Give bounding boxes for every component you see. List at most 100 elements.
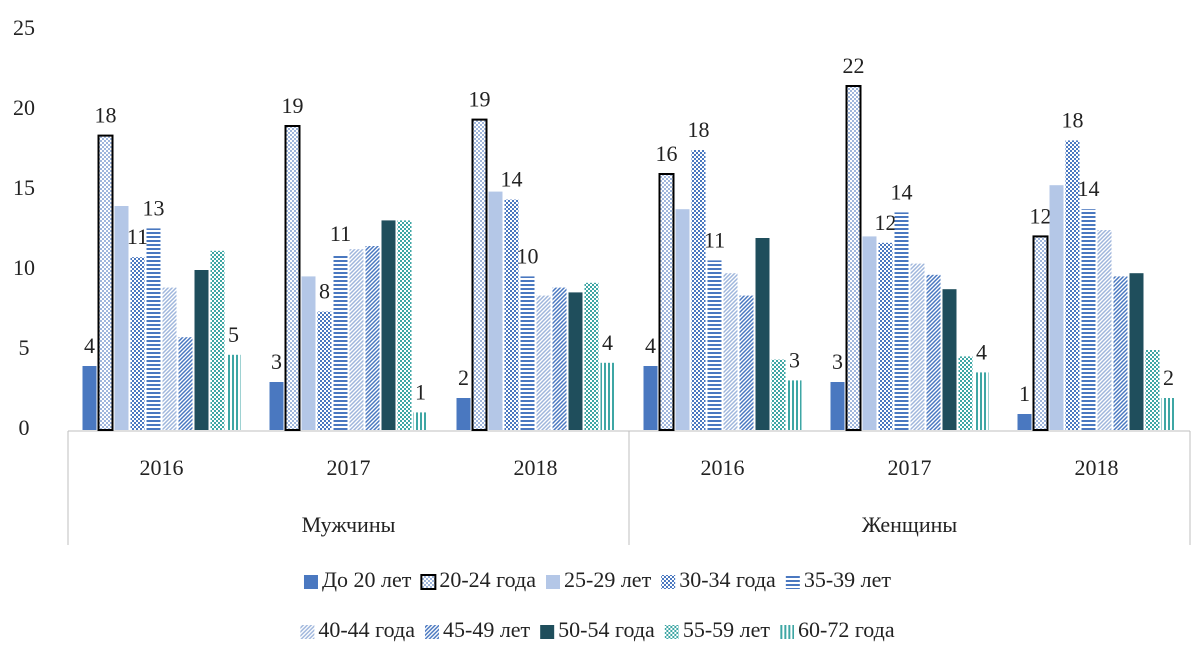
legend-label: 35-39 лет — [804, 567, 892, 592]
legend-label: 60-72 года — [798, 617, 895, 642]
data-label: 12 — [875, 210, 897, 235]
data-label: 14 — [891, 179, 913, 204]
y-tick-label: 20 — [13, 95, 35, 120]
bar — [1129, 273, 1144, 430]
data-label: 12 — [1030, 203, 1052, 228]
data-label: 22 — [843, 53, 865, 78]
y-tick-label: 0 — [19, 415, 30, 440]
data-label: 4 — [645, 333, 656, 358]
legend-label: 25-29 лет — [564, 567, 652, 592]
bar — [82, 366, 97, 430]
bar — [130, 257, 145, 430]
bar — [504, 199, 519, 430]
data-label: 5 — [228, 322, 239, 347]
x-tick-label: 2016 — [140, 455, 184, 480]
bar — [520, 276, 535, 430]
data-label: 2 — [1163, 365, 1174, 390]
legend-label: 30-34 года — [679, 567, 776, 592]
data-label: 14 — [501, 167, 523, 192]
data-label: 18 — [688, 117, 710, 142]
legend-label: 40-44 года — [318, 617, 415, 642]
bar — [755, 238, 770, 430]
bar — [691, 150, 706, 430]
bar — [1097, 230, 1112, 430]
data-label: 4 — [602, 330, 613, 355]
data-label: 3 — [832, 349, 843, 374]
legend-label: До 20 лет — [322, 567, 412, 592]
data-label: 19 — [282, 93, 304, 118]
data-label: 4 — [84, 333, 95, 358]
legend-row: До 20 лет 20-24 года 25-29 лет 30-34 года 35… — [303, 567, 892, 592]
data-label: 18 — [1062, 107, 1084, 132]
bar — [488, 191, 503, 430]
bar — [845, 85, 862, 431]
bar — [830, 382, 845, 430]
data-label: 16 — [656, 141, 678, 166]
y-tick-label: 15 — [13, 175, 35, 200]
bar — [658, 173, 675, 431]
legend-label: 45-49 лет — [443, 617, 531, 642]
data-label: 1 — [1019, 381, 1030, 406]
bar — [739, 295, 754, 430]
legend-swatch — [661, 575, 676, 589]
bar — [97, 134, 114, 431]
bar — [1113, 276, 1128, 430]
y-tick-label: 5 — [19, 335, 30, 360]
bar — [471, 118, 488, 431]
data-label: 14 — [1078, 176, 1100, 201]
bar — [301, 276, 316, 430]
x-tick-label: 2018 — [1075, 455, 1119, 480]
group-label: Мужчины — [302, 512, 396, 537]
bar — [349, 249, 364, 430]
bar — [723, 273, 738, 430]
bar — [162, 287, 177, 430]
bar — [942, 289, 957, 430]
data-label: 11 — [330, 221, 351, 246]
bar — [910, 263, 925, 430]
bar — [226, 354, 241, 430]
bar — [974, 372, 989, 430]
bar — [114, 206, 129, 430]
bar — [1081, 209, 1096, 430]
bar — [894, 212, 909, 430]
bar — [456, 398, 471, 430]
bar — [568, 292, 583, 430]
y-tick-label: 10 — [13, 255, 35, 280]
bar — [536, 295, 551, 430]
bar — [675, 209, 690, 430]
bar — [1032, 235, 1049, 431]
data-label: 8 — [319, 279, 330, 304]
bar — [1065, 140, 1080, 430]
x-tick-label: 2017 — [327, 455, 371, 480]
bar — [194, 270, 209, 430]
data-label: 3 — [789, 347, 800, 372]
data-label: 1 — [415, 379, 426, 404]
y-tick-label: 25 — [13, 15, 35, 40]
bar — [381, 220, 396, 430]
bar — [1145, 350, 1160, 430]
legend-swatch — [664, 625, 679, 639]
bar — [317, 311, 332, 430]
bar — [707, 260, 722, 430]
bar — [397, 220, 412, 430]
bar — [269, 382, 284, 430]
bar — [771, 359, 786, 430]
data-label: 2 — [458, 365, 469, 390]
bar — [958, 356, 973, 430]
bar — [643, 366, 658, 430]
bar — [178, 337, 193, 430]
bar — [584, 282, 599, 430]
bar — [1049, 185, 1064, 430]
bar — [284, 125, 301, 431]
data-label: 4 — [976, 339, 987, 364]
bar — [787, 380, 802, 430]
legend-swatch — [540, 625, 555, 639]
legend-swatch — [300, 625, 315, 639]
legend-swatch — [546, 575, 560, 589]
legend-label: 20-24 года — [439, 567, 536, 592]
bar — [365, 246, 380, 430]
bar — [146, 228, 161, 430]
bar — [413, 412, 428, 430]
legend-swatch — [303, 575, 318, 589]
